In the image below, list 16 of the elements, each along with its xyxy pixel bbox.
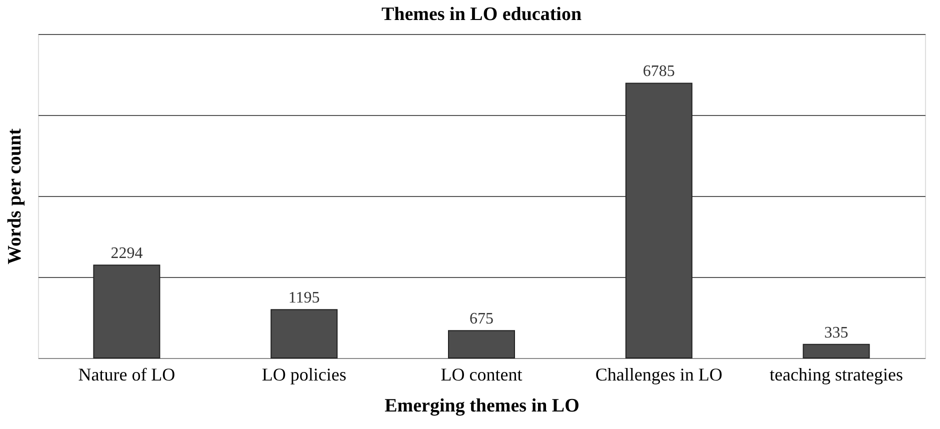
x-axis-title: Emerging themes in LO bbox=[384, 396, 580, 416]
data-label: 6785 bbox=[642, 63, 675, 80]
bar bbox=[270, 309, 338, 358]
data-label: 1195 bbox=[288, 290, 320, 307]
x-tick-label: teaching strategies bbox=[770, 364, 904, 384]
bar bbox=[448, 330, 515, 358]
x-tick-label: LO content bbox=[440, 364, 522, 384]
chart-title: Themes in LO education bbox=[381, 4, 582, 25]
data-label: 335 bbox=[824, 324, 848, 342]
x-tick-label: LO policies bbox=[262, 364, 346, 384]
bar bbox=[802, 344, 870, 358]
x-tick-label: Nature of LO bbox=[78, 364, 176, 384]
y-axis-title: Words per count bbox=[4, 128, 26, 264]
data-label: 2294 bbox=[110, 245, 143, 262]
data-label: 675 bbox=[470, 310, 494, 328]
x-tick-label: Challenges in LO bbox=[595, 364, 722, 384]
